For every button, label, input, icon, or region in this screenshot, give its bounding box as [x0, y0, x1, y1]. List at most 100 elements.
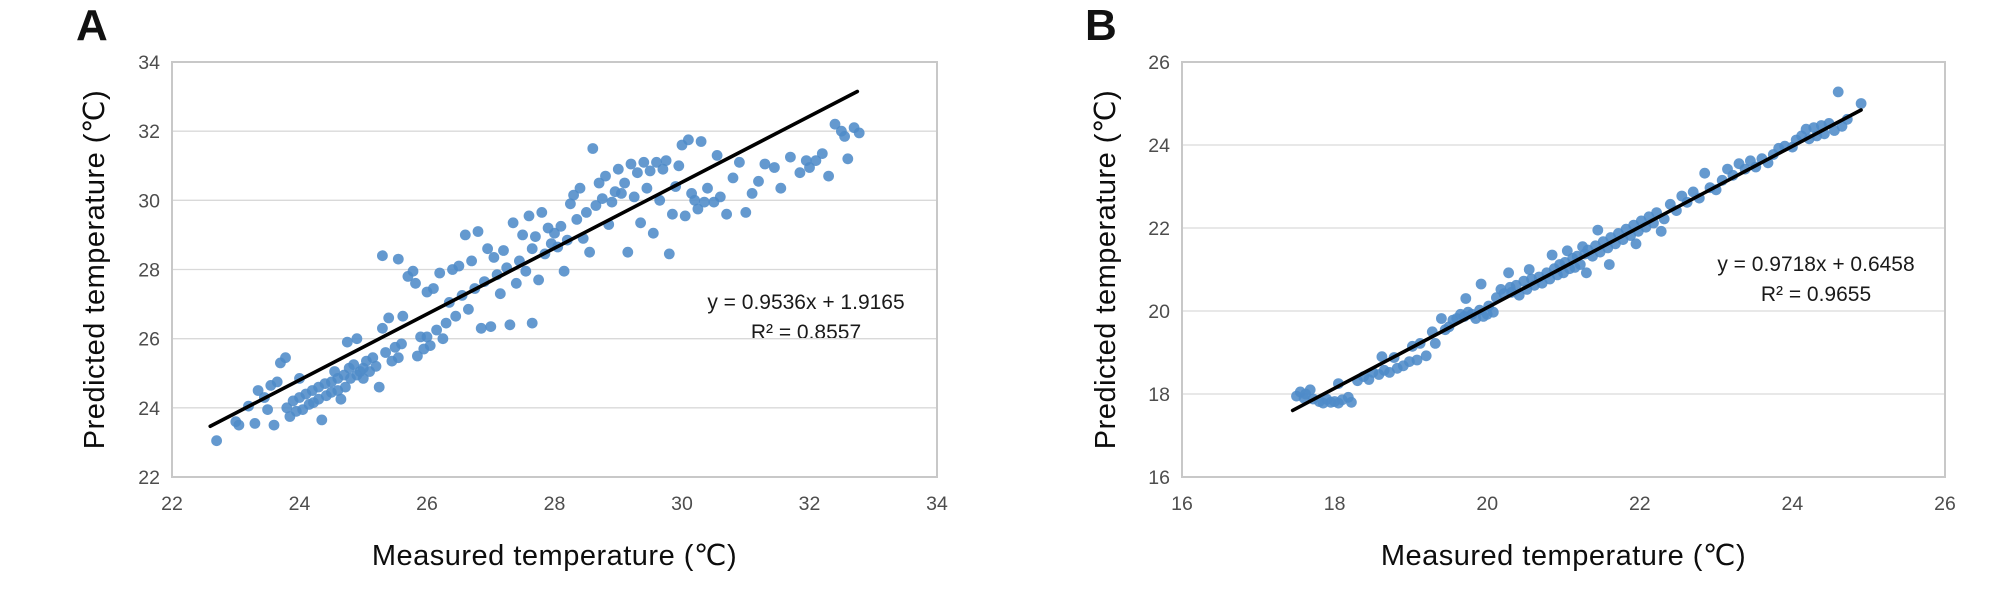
data-point: [804, 162, 815, 173]
data-point: [530, 231, 541, 243]
data-point: [695, 136, 707, 147]
data-point: [759, 158, 771, 170]
y-tick-label: 20: [1148, 301, 1170, 323]
y-tick-label: 22: [1148, 218, 1170, 240]
x-tick-label: 26: [1934, 493, 1956, 515]
data-point: [654, 194, 666, 206]
data-point: [335, 393, 347, 405]
x-tick-label: 16: [1171, 493, 1193, 515]
data-point: [367, 352, 379, 364]
y-tick-label: 32: [138, 121, 160, 143]
scatter-points: [211, 118, 865, 447]
data-point: [746, 188, 758, 199]
data-point: [794, 167, 806, 179]
data-point: [816, 148, 828, 160]
y-tick-label: 28: [138, 260, 160, 282]
data-point: [692, 203, 704, 215]
data-point: [428, 283, 439, 294]
data-point: [463, 303, 474, 315]
panel-b-x-axis-title: Measured temperature (℃): [1380, 540, 1747, 572]
data-point: [453, 260, 465, 272]
data-point: [1561, 245, 1573, 257]
x-tick-label: 20: [1476, 493, 1498, 515]
data-point: [558, 265, 570, 277]
data-point: [252, 385, 264, 396]
panel-b-r-squared: R² = 0.9655: [1760, 283, 1872, 307]
data-point: [392, 352, 404, 364]
data-point: [740, 207, 752, 218]
data-point: [316, 414, 328, 426]
data-point: [600, 170, 611, 182]
data-point: [377, 250, 388, 262]
data-point: [612, 163, 624, 175]
data-point: [520, 265, 532, 277]
data-point: [702, 182, 713, 194]
data-point: [734, 156, 745, 168]
data-point: [437, 333, 449, 345]
data-point: [504, 319, 516, 331]
data-point: [628, 191, 640, 203]
data-point: [721, 208, 732, 220]
data-point: [507, 217, 519, 229]
data-point: [377, 322, 388, 334]
data-point: [853, 127, 865, 139]
data-point: [673, 160, 685, 172]
data-point: [679, 210, 691, 222]
data-point: [357, 373, 369, 384]
panel-a-label: A: [76, 1, 108, 50]
data-point: [498, 245, 509, 256]
panel-a-trendline-equation: y = 0.9536x + 1.9165: [707, 291, 905, 314]
panel-b-plot: 16 18 20 22 24 26 16 18 20 22 24 26: [1148, 52, 1956, 515]
y-tick-label: 34: [138, 52, 160, 74]
data-point: [663, 248, 675, 260]
data-point: [727, 172, 739, 184]
data-point: [370, 360, 382, 372]
data-point: [1855, 98, 1867, 109]
data-point: [340, 381, 351, 393]
data-point: [651, 156, 662, 168]
y-tick-label: 26: [138, 329, 160, 351]
data-point: [392, 253, 404, 265]
x-tick-label: 18: [1324, 493, 1346, 515]
data-point: [616, 188, 627, 199]
data-point: [625, 158, 637, 170]
data-point: [647, 227, 659, 239]
data-point: [526, 317, 538, 329]
data-point: [380, 347, 391, 358]
x-tick-label: 28: [544, 493, 566, 515]
y-tick-label: 26: [1148, 52, 1170, 74]
data-point: [810, 155, 822, 167]
panel-b-trendline-equation: y = 0.9718x + 0.6458: [1717, 253, 1915, 276]
data-point: [1487, 306, 1499, 318]
y-tick-label: 24: [1148, 135, 1170, 157]
data-point: [1376, 351, 1388, 363]
x-tick-label: 22: [1629, 493, 1651, 515]
data-point: [271, 376, 283, 388]
panel-b-equation: y = 0.9718x + 0.6458 R² = 0.9655: [1682, 250, 1950, 311]
data-point: [472, 226, 484, 237]
data-point: [1699, 167, 1711, 179]
data-point: [488, 252, 500, 263]
data-point: [635, 217, 646, 229]
data-point: [407, 265, 419, 277]
data-point: [549, 227, 560, 239]
data-point: [431, 324, 442, 336]
data-point: [1420, 350, 1432, 362]
data-point: [568, 189, 579, 201]
data-point: [485, 321, 497, 332]
data-point: [839, 131, 850, 142]
data-point: [523, 210, 535, 222]
data-point: [842, 153, 854, 165]
x-tick-label: 32: [799, 493, 821, 515]
data-point: [823, 170, 834, 182]
data-point: [421, 331, 433, 343]
y-tick-label: 18: [1148, 384, 1170, 406]
data-point: [533, 274, 544, 286]
data-point: [459, 229, 471, 241]
data-point: [434, 267, 446, 279]
data-point: [622, 246, 634, 258]
data-point: [396, 338, 407, 350]
data-point: [632, 167, 643, 179]
data-point: [281, 402, 293, 414]
